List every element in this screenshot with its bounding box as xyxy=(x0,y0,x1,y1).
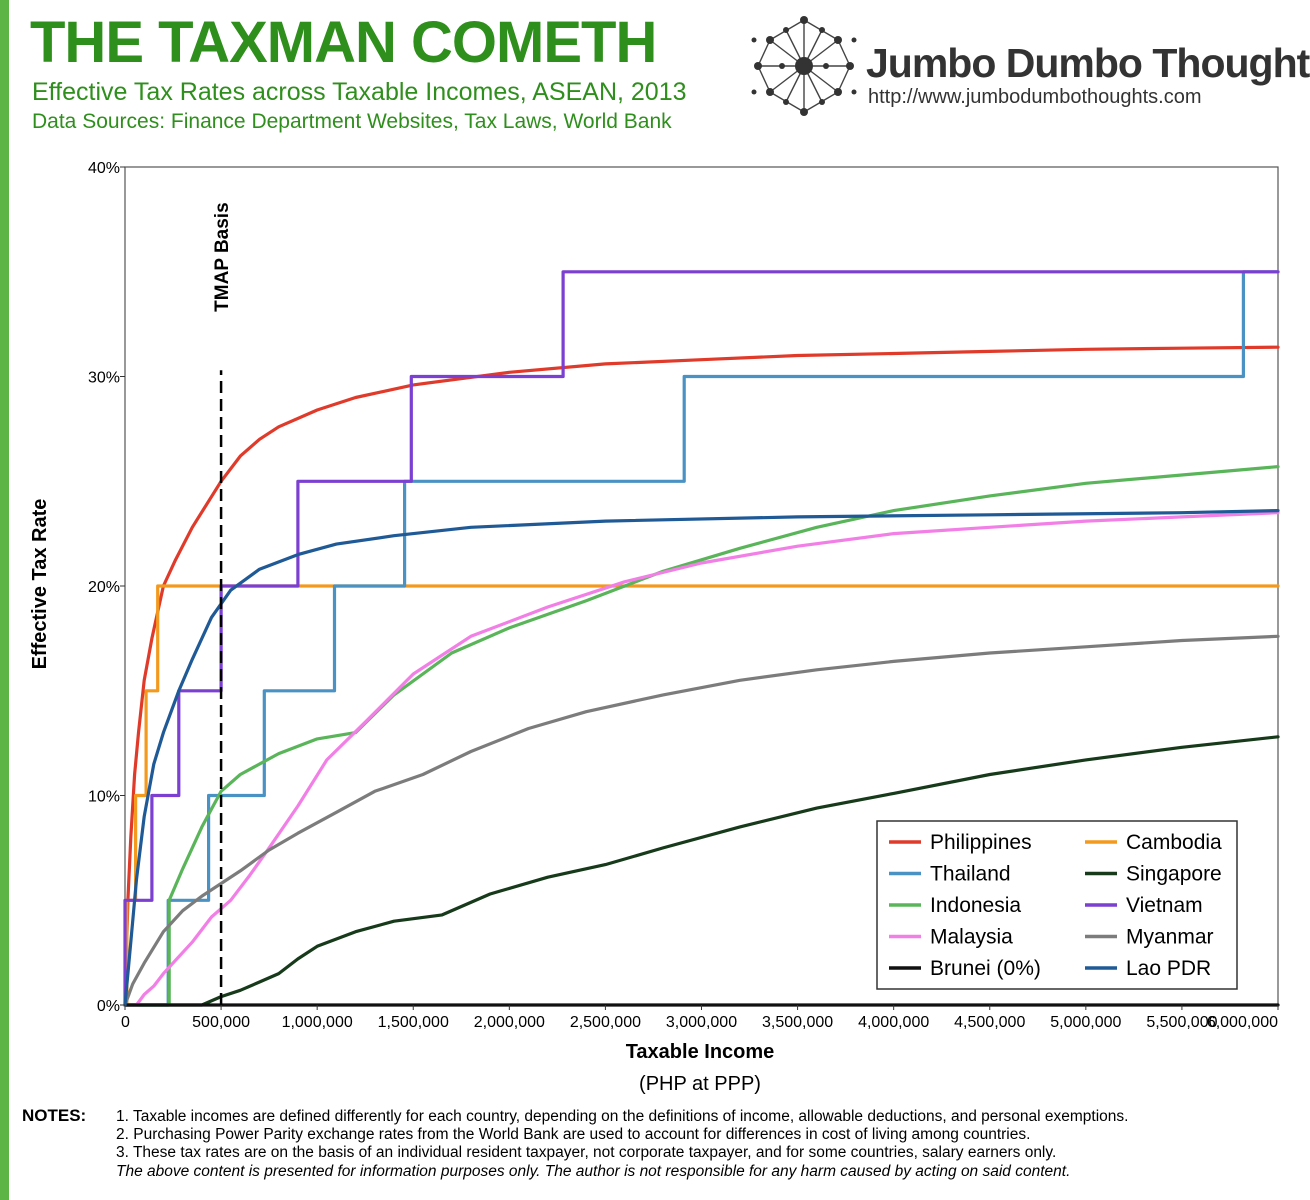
legend-label-philippines: Philippines xyxy=(930,831,1032,854)
series-line-lao-pdr xyxy=(123,509,1280,1007)
legend-label-brunei: Brunei (0%) xyxy=(930,957,1041,980)
legend-label-singapore: Singapore xyxy=(1126,863,1222,886)
y-tick-label: 40% xyxy=(88,160,120,177)
x-tick-label: 5,500,000 xyxy=(1146,1014,1217,1031)
legend-label-lao-pdr: Lao PDR xyxy=(1126,957,1211,980)
series-line-philippines xyxy=(123,345,1280,1007)
legend: Philippines Cambodia Thailand Singapore Indo… xyxy=(876,820,1238,990)
x-tick-label: 6,000,000 xyxy=(1207,1014,1278,1031)
chart-subtitle: Effective Tax Rates across Taxable Incom… xyxy=(32,78,687,106)
series-line-myanmar xyxy=(123,634,1280,1007)
disclaimer: The above content is presented for infor… xyxy=(116,1163,1071,1180)
brand-name: Jumbo Dumbo Thoughts xyxy=(866,40,1310,86)
x-tick-label: 1,000,000 xyxy=(282,1014,353,1031)
y-axis-title: Effective Tax Rate xyxy=(29,499,51,670)
note-item: 2. Purchasing Power Parity exchange rate… xyxy=(116,1126,1031,1143)
tick-labels: 0% 10% 20% 30% 40% 0 500,000 1,000,000 1,500,000… xyxy=(88,160,1279,1031)
x-axis-unit: (PHP at PPP) xyxy=(639,1073,761,1095)
legend-label-cambodia: Cambodia xyxy=(1126,831,1222,854)
legend-label-thailand: Thailand xyxy=(930,863,1011,886)
x-tick-label: 4,000,000 xyxy=(858,1014,929,1031)
x-tick-label: 5,000,000 xyxy=(1050,1014,1121,1031)
brand-url[interactable]: http://www.jumbodumbothoughts.com xyxy=(868,86,1202,108)
series-line-singapore xyxy=(123,735,1280,1007)
series-line-thailand xyxy=(123,270,1280,1007)
x-tick-label: 0 xyxy=(121,1014,130,1031)
effective-tax-rate-chart: TMAP Basis 0% 10% 20% 30% 40% 0 500,000 1,000,0… xyxy=(29,160,1280,1095)
y-tick-label: 10% xyxy=(88,789,120,806)
chart-title: THE TAXMAN COMETH xyxy=(30,10,657,75)
x-axis-title: Taxable Income xyxy=(626,1041,775,1063)
legend-box xyxy=(876,820,1238,990)
notes-label: NOTES: xyxy=(22,1106,87,1125)
x-tick-label: 1,500,000 xyxy=(378,1014,449,1031)
legend-label-malaysia: Malaysia xyxy=(930,926,1013,949)
note-item: 3. These tax rates are on the basis of a… xyxy=(116,1144,1057,1161)
network-icon xyxy=(751,16,857,116)
legend-label-myanmar: Myanmar xyxy=(1126,926,1214,949)
x-tick-label: 500,000 xyxy=(192,1014,250,1031)
y-tick-label: 20% xyxy=(88,579,120,596)
y-tick-label: 30% xyxy=(88,370,120,387)
x-tick-label: 2,500,000 xyxy=(570,1014,641,1031)
series-line-cambodia xyxy=(123,584,1280,1007)
series-line-indonesia xyxy=(123,465,1280,1007)
x-tick-label: 3,500,000 xyxy=(762,1014,833,1031)
series-line-malaysia xyxy=(123,511,1280,1007)
legend-label-vietnam: Vietnam xyxy=(1126,894,1203,917)
x-tick-label: 4,500,000 xyxy=(954,1014,1025,1031)
y-tick-label: 0% xyxy=(97,998,120,1015)
x-tick-label: 2,000,000 xyxy=(474,1014,545,1031)
side-accent-bar xyxy=(0,0,9,1200)
x-tick-label: 3,000,000 xyxy=(666,1014,737,1031)
note-item: 1. Taxable incomes are defined different… xyxy=(116,1108,1129,1125)
legend-label-indonesia: Indonesia xyxy=(930,894,1021,917)
data-sources: Data Sources: Finance Department Website… xyxy=(32,110,672,133)
tmap-basis-label: TMAP Basis xyxy=(212,202,233,311)
